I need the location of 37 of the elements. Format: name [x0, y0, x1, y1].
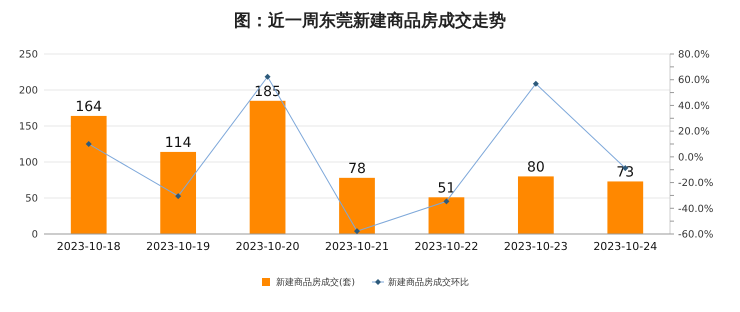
data-label: 51 — [438, 180, 456, 196]
legend-label: 新建商品房成交(套) — [276, 277, 356, 288]
bar — [160, 152, 196, 234]
data-label: 73 — [616, 164, 634, 180]
y2-tick-label: 80.0% — [678, 50, 710, 60]
x-tick-label: 2023-10-23 — [504, 240, 568, 253]
y2-tick-label: 60.0% — [678, 75, 710, 86]
data-label: 114 — [164, 134, 192, 151]
data-label: 80 — [526, 159, 545, 176]
x-tick-label: 2023-10-19 — [146, 240, 210, 253]
y2-tick-label: -40.0% — [678, 204, 714, 215]
y2-tick-label: 40.0% — [678, 100, 710, 112]
y-tick-label: 100 — [18, 158, 38, 168]
y2-tick-label: 20.0% — [678, 126, 710, 138]
y2-tick-label: -20.0% — [678, 178, 714, 190]
y2-tick-label: 0.0% — [678, 152, 704, 164]
bar — [70, 116, 107, 234]
y-tick-label: 0 — [32, 230, 38, 240]
legend-label: 新建商品房成交环比 — [388, 277, 469, 288]
data-label: 164 — [75, 98, 102, 115]
y-tick-label: 50 — [25, 194, 38, 204]
bar — [428, 197, 464, 234]
y-tick-label: 250 — [18, 50, 38, 60]
bar — [250, 100, 286, 234]
x-tick-label: 2023-10-21 — [325, 240, 389, 253]
y-tick-label: 150 — [18, 122, 38, 132]
bar — [607, 181, 644, 234]
x-tick-label: 2023-10-20 — [236, 240, 300, 253]
bar — [339, 178, 375, 234]
x-tick-label: 2023-10-24 — [593, 240, 658, 253]
bar — [518, 176, 554, 234]
chart-title: 图：近一周东莞新建商品房成交走势 — [234, 11, 506, 31]
x-tick-label: 2023-10-22 — [414, 240, 478, 253]
y2-tick-label: -60.0% — [678, 230, 714, 240]
x-tick-label: 2023-10-18 — [56, 240, 121, 253]
data-label: 78 — [348, 160, 366, 177]
y-tick-label: 200 — [18, 86, 38, 96]
